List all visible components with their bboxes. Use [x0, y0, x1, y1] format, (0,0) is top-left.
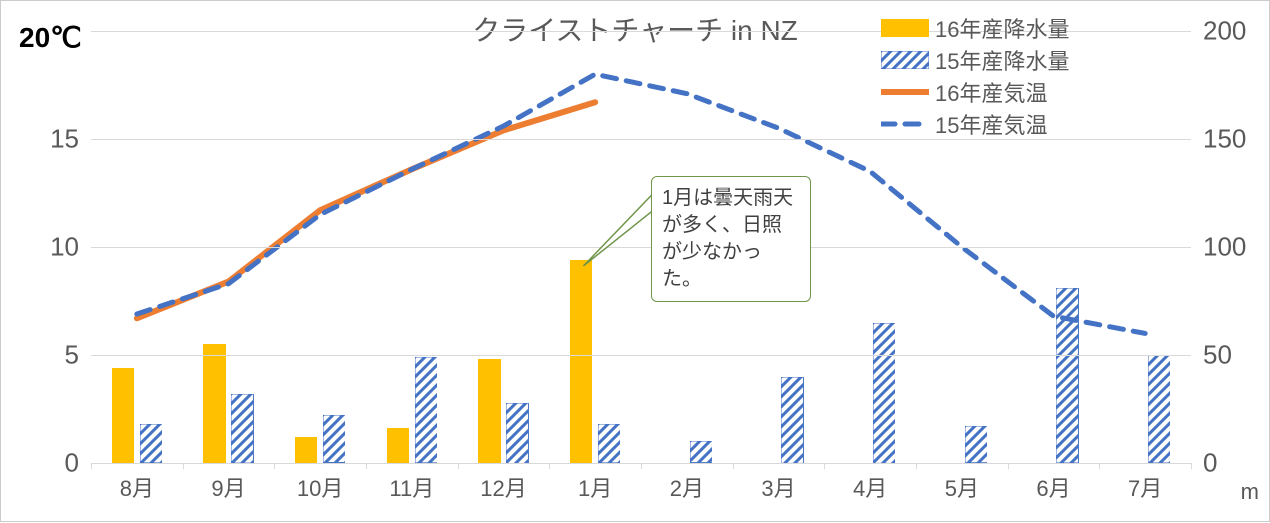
legend-item-precip16: 16年産降水量: [881, 13, 1199, 43]
gridline: [91, 355, 1191, 356]
y-left-tick-label: 5: [19, 340, 79, 371]
legend: 16年産降水量 15年産降水量 16年産気温 15年産気温: [881, 13, 1199, 141]
chart-container: クライストチャーチ in NZ 20℃ m: [0, 0, 1270, 522]
x-tick: [183, 463, 184, 469]
x-tick: [1099, 463, 1100, 469]
legend-item-temp16: 16年産気温: [881, 77, 1199, 107]
x-category-label: 2月: [670, 471, 704, 503]
legend-swatch: [881, 51, 929, 69]
x-tick: [1191, 463, 1192, 469]
line-temp16: [137, 102, 595, 318]
y-left-tick-label: 15: [19, 124, 79, 155]
x-category-label: 7月: [1128, 471, 1162, 503]
x-tick: [549, 463, 550, 469]
x-category-label: 12月: [480, 471, 526, 503]
x-category-label: 3月: [761, 471, 795, 503]
x-tick: [916, 463, 917, 469]
x-category-label: 1月: [578, 471, 612, 503]
legend-label: 16年産気温: [935, 76, 1047, 108]
x-category-label: 10月: [297, 471, 343, 503]
legend-label: 15年産気温: [935, 108, 1047, 140]
x-tick: [274, 463, 275, 469]
legend-item-precip15: 15年産降水量: [881, 45, 1199, 75]
x-tick: [91, 463, 92, 469]
y-right-tick-label: 150: [1203, 124, 1263, 155]
x-category-label: 4月: [853, 471, 887, 503]
y-right-tick-label: 50: [1203, 340, 1263, 371]
y-right-unit: m: [1241, 479, 1259, 505]
x-tick: [1008, 463, 1009, 469]
x-category-label: 8月: [120, 471, 154, 503]
legend-label: 15年産降水量: [935, 44, 1069, 76]
legend-item-temp15: 15年産気温: [881, 109, 1199, 139]
x-category-label: 6月: [1036, 471, 1070, 503]
legend-swatch: [881, 19, 929, 37]
x-tick: [733, 463, 734, 469]
x-tick: [824, 463, 825, 469]
x-tick: [641, 463, 642, 469]
y-right-tick-label: 100: [1203, 232, 1263, 263]
gridline: [91, 247, 1191, 248]
x-category-label: 9月: [211, 471, 245, 503]
callout-box: 1月は曇天雨天が多く、日照が少なかった。: [651, 176, 811, 302]
y-right-tick-label: 200: [1203, 16, 1263, 47]
y-right-tick-label: 0: [1203, 448, 1263, 479]
x-tick: [458, 463, 459, 469]
x-category-label: 5月: [945, 471, 979, 503]
x-category-label: 11月: [389, 471, 434, 503]
y-left-tick-label: 0: [19, 448, 79, 479]
y-left-tick-label: 10: [19, 232, 79, 263]
legend-label: 16年産降水量: [935, 12, 1069, 44]
y-left-unit: 20℃: [19, 21, 82, 54]
callout-text: 1月は曇天雨天が多く、日照が少なかった。: [662, 187, 793, 290]
x-tick: [366, 463, 367, 469]
